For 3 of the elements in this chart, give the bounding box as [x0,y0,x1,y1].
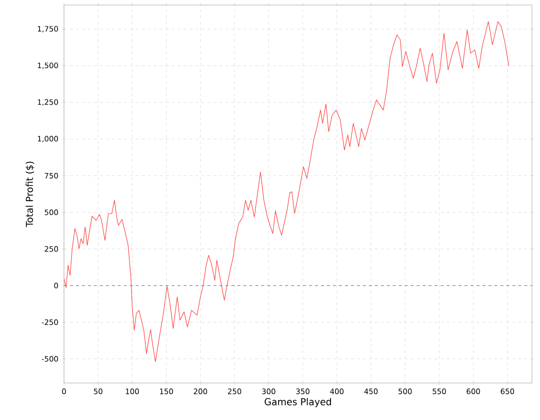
y-axis-title: Total Profit ($) [26,162,34,228]
line-series [64,21,510,362]
x-axis-title: Games Played [264,398,331,408]
